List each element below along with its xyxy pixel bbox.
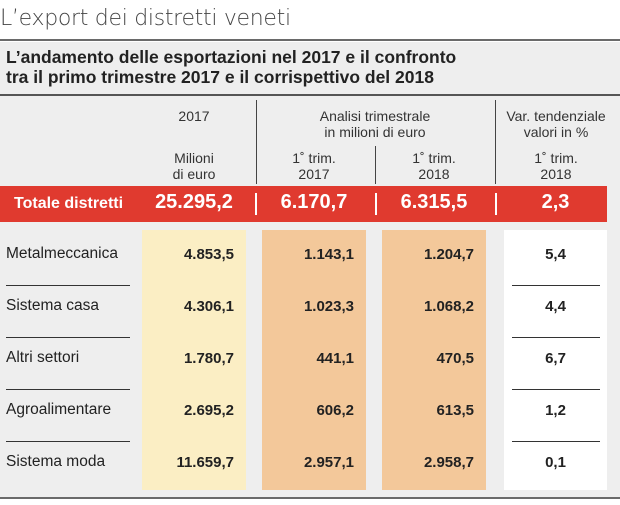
cell-value-2017: 11.659,7 <box>176 454 234 471</box>
row-divider-variation <box>512 389 600 390</box>
total-row-bar <box>0 186 607 222</box>
chart-subtitle: L’andamento delle esportazioni nel 2017 … <box>6 47 606 87</box>
total-separator-1 <box>255 193 257 215</box>
cell-value-trim-2017: 606,2 <box>316 402 354 419</box>
row-divider <box>6 389 130 390</box>
cell-value-variation: 0,1 <box>545 454 566 471</box>
cell-value-trim-2018: 613,5 <box>436 402 474 419</box>
bottom-divider <box>0 497 620 499</box>
header-quarterly-line-2: in milioni di euro <box>324 124 426 140</box>
column-band-trim-2017 <box>262 230 366 490</box>
cell-value-trim-2017: 1.143,1 <box>303 246 354 263</box>
cell-value-2017: 1.780,7 <box>183 350 234 367</box>
header-separator-1 <box>256 100 257 184</box>
header-2017-unit-line-2: di euro <box>172 166 216 182</box>
cell-value-trim-2017: 441,1 <box>316 350 354 367</box>
total-value-trim-2017: 6.170,7 <box>280 191 348 213</box>
total-separator-3 <box>495 193 497 215</box>
column-band-variation <box>504 230 607 490</box>
subtitle-line-1: L’andamento delle esportazioni nel 2017 … <box>6 47 457 67</box>
row-label: Sistema moda <box>6 453 106 470</box>
header-variation: Var. tendenziale valori in % <box>500 108 612 140</box>
row-divider-variation <box>512 441 600 442</box>
header-variation-line-2: valori in % <box>523 124 589 140</box>
cell-value-trim-2018: 1.068,2 <box>423 298 474 315</box>
cell-value-trim-2018: 470,5 <box>436 350 474 367</box>
header-2017-unit-line-1: Milioni <box>174 150 214 166</box>
subtitle-line-2: tra il primo trimestre 2017 e il corrisp… <box>6 67 434 87</box>
header-quarterly-group: Analisi trimestrale in milioni di euro <box>262 108 488 140</box>
row-label: Agroalimentare <box>6 401 112 418</box>
header-variation-line-1: Var. tendenziale <box>506 108 606 124</box>
cell-value-2017: 4.306,1 <box>183 298 234 315</box>
cell-value-variation: 5,4 <box>545 246 566 263</box>
header-trim-2017: 1˚ trim. 2017 <box>262 150 366 182</box>
row-divider <box>6 285 130 286</box>
top-divider <box>0 39 620 41</box>
row-divider-variation <box>512 285 600 286</box>
header-variation-period-line-2: 2018 <box>540 166 572 182</box>
cell-value-trim-2017: 1.023,3 <box>303 298 354 315</box>
cell-value-variation: 4,4 <box>545 298 566 315</box>
header-trim-2017-line-2: 2017 <box>298 166 330 182</box>
column-band-trim-2018 <box>382 230 486 490</box>
total-value-variation: 2,3 <box>541 191 570 213</box>
subtitle-divider <box>0 94 620 96</box>
cell-value-trim-2018: 2.958,7 <box>423 454 474 471</box>
cell-value-trim-2017: 2.957,1 <box>303 454 354 471</box>
total-value-trim-2018: 6.315,5 <box>400 191 468 213</box>
header-trim-2018-line-1: 1˚ trim. <box>412 150 456 166</box>
row-divider-variation <box>512 337 600 338</box>
header-variation-period-line-1: 1˚ trim. <box>534 150 578 166</box>
header-trim-2018: 1˚ trim. 2018 <box>382 150 486 182</box>
header-2017: 2017 <box>178 108 210 124</box>
cell-value-variation: 6,7 <box>545 350 566 367</box>
header-separator-2 <box>375 146 376 184</box>
row-divider <box>6 337 130 338</box>
header-trim-2017-line-1: 1˚ trim. <box>292 150 336 166</box>
total-separator-2 <box>375 193 377 215</box>
column-band-2017 <box>142 230 246 490</box>
row-divider <box>6 441 130 442</box>
cell-value-trim-2018: 1.204,7 <box>423 246 474 263</box>
row-label: Metalmeccanica <box>6 245 118 262</box>
total-row-label: Totale distretti <box>14 195 124 212</box>
row-label: Sistema casa <box>6 297 100 314</box>
total-value-2017: 25.295,2 <box>155 191 233 213</box>
header-quarterly-line-1: Analisi trimestrale <box>319 108 431 124</box>
header-2017-unit: Milioni di euro <box>142 150 246 182</box>
row-label: Altri settori <box>6 349 80 366</box>
header-variation-period: 1˚ trim. 2018 <box>500 150 612 182</box>
header-trim-2018-line-2: 2018 <box>418 166 450 182</box>
cell-value-variation: 1,2 <box>545 402 566 419</box>
cell-value-2017: 2.695,2 <box>183 402 234 419</box>
cell-value-2017: 4.853,5 <box>183 246 234 263</box>
header-separator-3 <box>495 100 496 184</box>
page-title: L’export dei distretti veneti <box>0 6 291 31</box>
